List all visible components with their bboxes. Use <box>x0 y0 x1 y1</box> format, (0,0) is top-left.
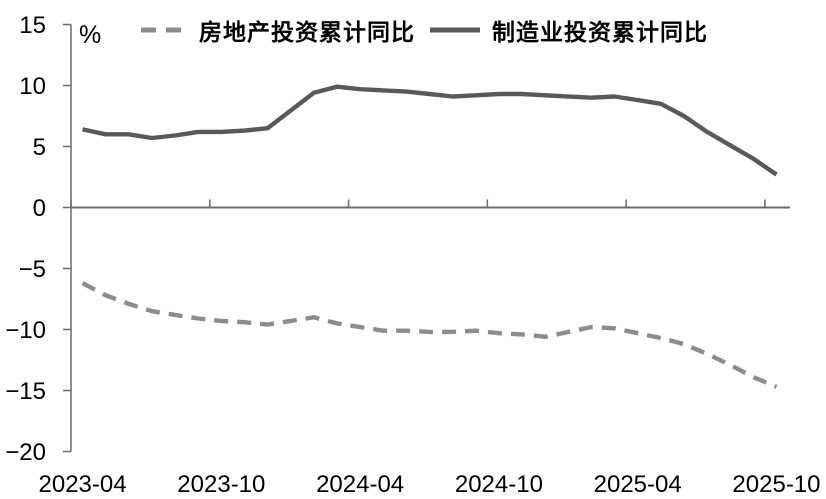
legend-label-realestate: 房地产投资累计同比 <box>199 19 415 45</box>
chart-legend: 房地产投资累计同比 制造业投资累计同比 <box>141 14 708 46</box>
y-tick-label: −20 <box>5 439 46 466</box>
x-tick-label: 2023-04 <box>39 471 127 498</box>
x-tick-label: 2025-04 <box>594 471 682 498</box>
legend-label-manufacturing: 制造业投资累计同比 <box>492 19 708 45</box>
x-tick-label: 2024-04 <box>316 471 404 498</box>
x-tick-label: 2024-10 <box>455 471 543 498</box>
y-tick-label: −5 <box>19 256 46 283</box>
y-tick-label: 15 <box>19 12 46 39</box>
legend-item-manufacturing: 制造业投资累计同比 <box>430 13 708 47</box>
y-tick-label: 5 <box>33 134 46 161</box>
y-tick-label: −15 <box>5 378 46 405</box>
x-tick-label: 2025-10 <box>732 471 820 498</box>
legend-item-realestate: 房地产投资累计同比 <box>141 13 415 47</box>
series-line-manufacturing <box>82 84 778 177</box>
legend-solid-line-icon <box>430 27 480 33</box>
x-tick-label: 2023-10 <box>177 471 265 498</box>
y-tick-label: 10 <box>19 73 46 100</box>
y-axis-unit-label: % <box>79 21 102 49</box>
legend-dashed-line-icon <box>141 27 187 33</box>
series-line-realestate <box>81 281 778 389</box>
y-tick-label: 0 <box>33 195 46 222</box>
y-tick-label: −10 <box>5 317 46 344</box>
